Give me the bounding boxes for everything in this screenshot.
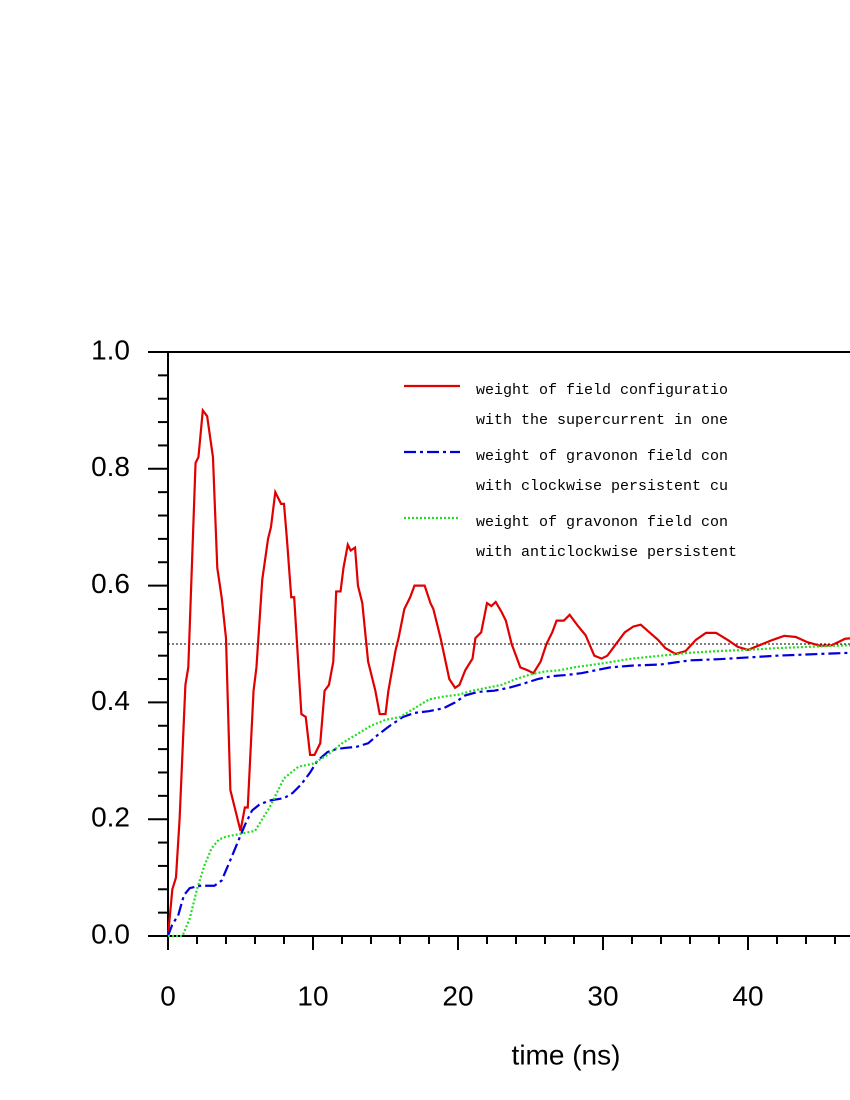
series-line [166,651,850,937]
y-tick-label: 0.6 [91,568,130,599]
y-tick-label: 0.4 [91,685,130,716]
legend-label: with clockwise persistent cu [476,478,728,495]
x-tick-label: 30 [587,980,618,1011]
x-axis-label: time (ns) [512,1039,621,1070]
x-tick-label: 10 [297,980,328,1011]
series-line [166,407,850,937]
x-tick-label: 0 [160,980,176,1011]
y-tick-label: 1.0 [91,334,130,365]
x-tick-label: 40 [732,980,763,1011]
x-tick-label: 20 [442,980,473,1011]
legend-label: with anticlockwise persistent [476,544,737,561]
legend-label: with the supercurrent in one [476,412,728,429]
legend-label: weight of field configuratio [476,382,728,399]
y-tick-label: 0.8 [91,451,130,482]
series-line [168,644,850,938]
y-tick-label: 0.0 [91,918,130,949]
legend-label: weight of gravonon field con [476,514,728,531]
y-tick-label: 0.2 [91,802,130,833]
legend-label: weight of gravonon field con [476,448,728,465]
